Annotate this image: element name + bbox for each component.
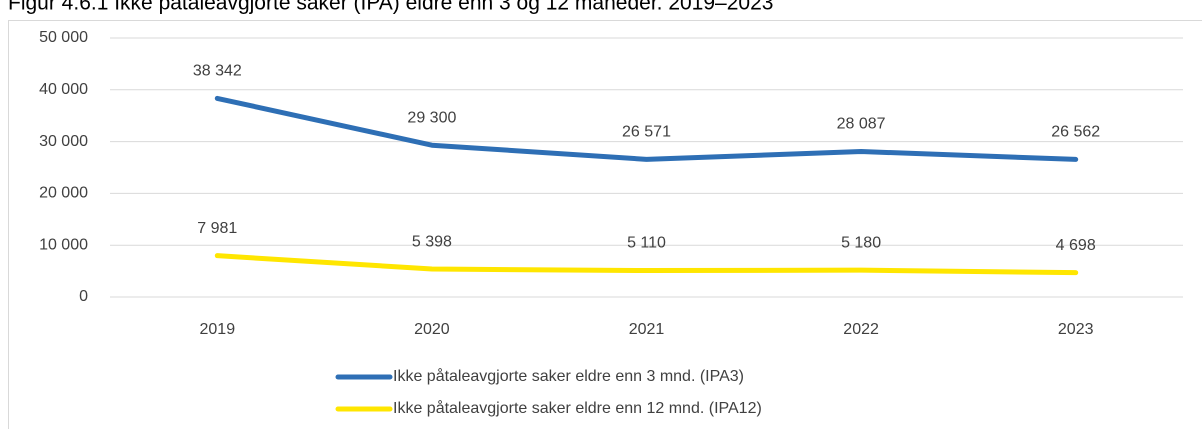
data-label: 38 342	[193, 63, 242, 80]
x-tick-label: 2022	[843, 321, 879, 338]
legend-label: Ikke påtaleavgjorte saker eldre enn 12 m…	[393, 399, 762, 417]
data-label: 26 562	[1051, 124, 1100, 141]
series-line	[214, 95, 1079, 162]
legend-label: Ikke påtaleavgjorte saker eldre enn 3 mn…	[393, 367, 744, 385]
chart-frame	[8, 20, 1202, 429]
x-tick-label: 2023	[1058, 321, 1094, 338]
y-tick-label: 50 000	[39, 29, 88, 46]
data-label: 4 698	[1056, 237, 1096, 254]
y-tick-label: 10 000	[39, 236, 88, 253]
data-label: 5 110	[627, 235, 666, 252]
y-tick-label: 30 000	[39, 133, 88, 150]
y-tick-label: 40 000	[39, 81, 88, 98]
data-label: 5 180	[841, 234, 881, 251]
y-tick-label: 20 000	[39, 185, 88, 202]
x-tick-label: 2019	[200, 321, 236, 338]
chart-title: Figur 4.6.1 Ikke påtaleavgjorte saker (I…	[8, 0, 773, 15]
y-tick-label: 0	[79, 288, 88, 305]
x-tick-label: 2021	[629, 321, 665, 338]
data-label: 7 981	[197, 220, 237, 237]
data-label: 29 300	[407, 109, 456, 126]
series-line	[214, 253, 1079, 276]
data-label: 5 398	[412, 233, 452, 250]
data-label: 26 571	[622, 124, 671, 141]
data-label: 28 087	[837, 116, 886, 133]
x-tick-label: 2020	[414, 321, 450, 338]
